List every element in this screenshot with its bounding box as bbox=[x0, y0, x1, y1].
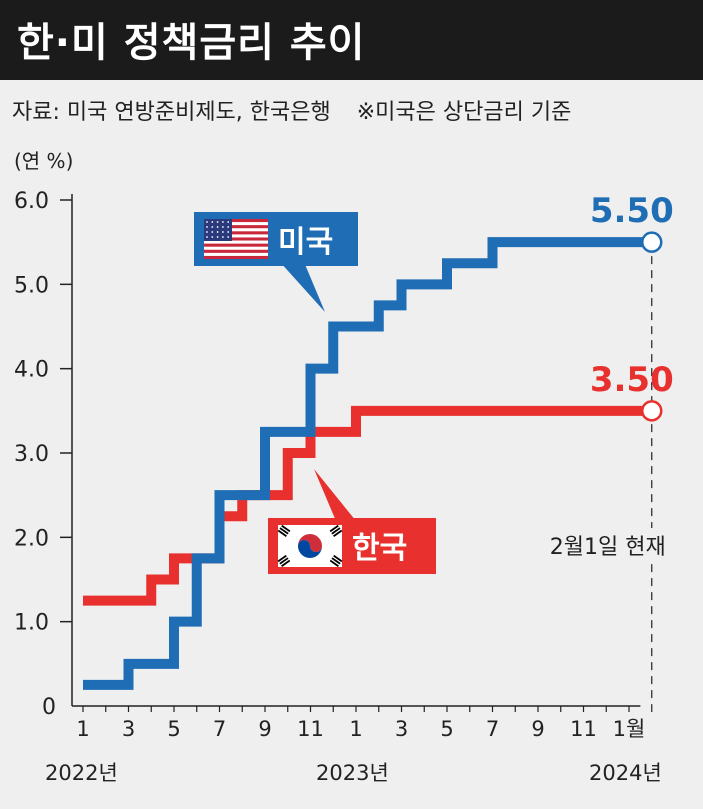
us-flag-star bbox=[222, 221, 224, 223]
korea-rate-line bbox=[83, 405, 652, 606]
korea-trigram-bar bbox=[329, 524, 339, 533]
korea-trigram-bar bbox=[331, 557, 341, 565]
x-tick-label: 3 bbox=[122, 717, 135, 741]
korea-trigram-bar bbox=[333, 529, 343, 537]
korea-trigram bbox=[329, 554, 343, 567]
korea-taegeuk-red bbox=[298, 534, 322, 552]
y-tick-label: 0 bbox=[42, 695, 56, 720]
us-flag-star bbox=[227, 226, 230, 228]
us-flag-stripe bbox=[204, 225, 268, 229]
x-tick-label: 3 bbox=[395, 717, 408, 741]
korea-end-marker bbox=[641, 400, 663, 422]
us-flag-star bbox=[222, 231, 224, 233]
year-label: 2023년 bbox=[316, 761, 389, 785]
us-flag-star bbox=[216, 236, 219, 238]
korea-series-name: 한국 bbox=[352, 531, 407, 566]
us-series-name: 미국 bbox=[278, 225, 333, 260]
us-flag-star bbox=[222, 236, 224, 238]
us-flag-star bbox=[211, 231, 214, 233]
us-flag-stripe bbox=[204, 237, 268, 241]
us-flag-star bbox=[206, 231, 208, 233]
us-flag-star bbox=[216, 221, 219, 223]
us-flag-star bbox=[227, 236, 230, 238]
x-tick-label: 1 bbox=[76, 717, 89, 741]
year-label: 2024년 bbox=[589, 761, 662, 785]
source-text: 자료: 미국 연방준비제도, 한국은행 bbox=[12, 100, 331, 125]
korea-trigram-bar bbox=[277, 529, 287, 537]
us-end-marker bbox=[641, 231, 663, 253]
korea-trigram-bar bbox=[329, 559, 339, 567]
korea-trigram bbox=[329, 524, 343, 537]
korea-trigram-bar bbox=[281, 524, 291, 533]
annotation-bg bbox=[539, 528, 664, 562]
korea-trigram-bar bbox=[279, 557, 289, 565]
x-tick-label: 1 bbox=[349, 717, 362, 741]
x-tick-label: 7 bbox=[486, 717, 499, 741]
us-flag-icon bbox=[204, 219, 268, 259]
x-tick-label: 11 bbox=[570, 717, 597, 741]
us-end-value: 5.50 bbox=[590, 191, 674, 231]
note-text: ※미국은 상단금리 기준 bbox=[356, 100, 572, 125]
us-flag-star bbox=[227, 221, 230, 223]
current-date-annotation: 2월1일 현재 bbox=[550, 535, 666, 560]
y-tick-label: 2.0 bbox=[14, 526, 49, 551]
korea-trigram bbox=[277, 524, 291, 537]
us-flag-stripe bbox=[204, 231, 268, 235]
korea-callout-pointer bbox=[314, 469, 356, 521]
korea-trigram-bar bbox=[277, 554, 287, 563]
korea-trigram-bar bbox=[333, 554, 343, 563]
source-line: 자료: 미국 연방준비제도, 한국은행 ※미국은 상단금리 기준 bbox=[12, 94, 571, 126]
us-callout-pointer bbox=[280, 262, 325, 312]
korea-trigram-bar bbox=[279, 527, 289, 535]
us-flag-star bbox=[206, 236, 208, 238]
us-flag-stripe bbox=[204, 255, 268, 259]
y-tick-label: 6.0 bbox=[14, 189, 49, 214]
x-tick-label: 11 bbox=[297, 717, 324, 741]
us-flag-stripe bbox=[204, 249, 268, 253]
us-flag-star bbox=[216, 226, 219, 228]
x-tick-label: 7 bbox=[213, 717, 226, 741]
y-tick-label: 5.0 bbox=[14, 273, 49, 298]
korea-trigram-bar bbox=[331, 527, 341, 535]
us-flag-star bbox=[216, 231, 219, 233]
us-flag-star bbox=[206, 226, 208, 228]
x-tick-label: 9 bbox=[258, 717, 271, 741]
korea-flag-icon bbox=[277, 524, 343, 567]
us-rate-line bbox=[83, 237, 652, 690]
korea-trigram bbox=[277, 554, 291, 567]
x-tick-label: 1월 bbox=[613, 717, 646, 741]
korea-taegeuk-blue bbox=[298, 540, 322, 558]
title-bar: 한·미 정책금리 추이 bbox=[0, 0, 703, 80]
x-tick-label: 9 bbox=[531, 717, 544, 741]
year-label: 2022년 bbox=[45, 761, 118, 785]
x-tick-label: 5 bbox=[167, 717, 180, 741]
korea-trigram-bar bbox=[281, 559, 291, 567]
chart-title: 한·미 정책금리 추이 bbox=[17, 20, 366, 66]
us-flag-star bbox=[211, 221, 214, 223]
us-flag-star bbox=[222, 226, 224, 228]
y-unit-label: (연 %) bbox=[14, 149, 73, 173]
y-tick-label: 1.0 bbox=[14, 611, 49, 636]
us-flag-star bbox=[211, 236, 214, 238]
y-tick-label: 3.0 bbox=[14, 442, 49, 467]
korea-end-value: 3.50 bbox=[590, 360, 674, 400]
us-flag-stripe bbox=[204, 243, 268, 247]
us-flag-star bbox=[211, 226, 214, 228]
us-flag-canton bbox=[204, 219, 232, 241]
x-tick-label: 5 bbox=[440, 717, 453, 741]
y-tick-label: 4.0 bbox=[14, 358, 49, 383]
us-flag-star bbox=[227, 231, 230, 233]
us-flag-star bbox=[206, 221, 208, 223]
us-flag-stripe bbox=[204, 219, 268, 223]
